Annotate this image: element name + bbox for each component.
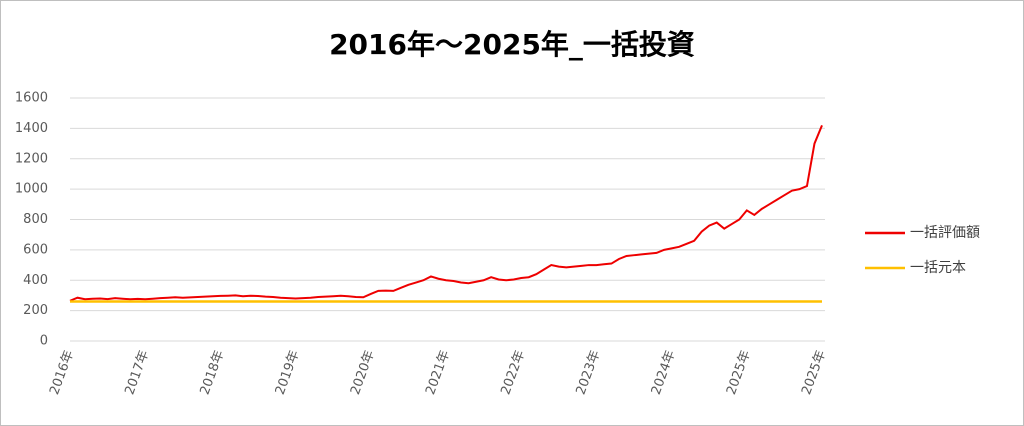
- y-tick-label: 1600: [15, 91, 48, 106]
- y-tick-label: 400: [23, 273, 48, 288]
- y-tick-label: 0: [40, 334, 48, 349]
- legend-label: 一括評価額: [910, 225, 980, 241]
- data-line: [69, 124, 823, 302]
- y-tick-label: 200: [23, 303, 48, 318]
- y-tick-label: 1200: [15, 151, 48, 166]
- legend-label: 一括元本: [910, 260, 966, 276]
- y-tick-label: 600: [23, 242, 48, 257]
- chart-title: 2016年～2025年_一括投資: [329, 28, 695, 61]
- y-tick-label: 800: [23, 212, 48, 227]
- y-tick-label: 1400: [15, 121, 48, 136]
- y-tick-label: 1000: [15, 182, 48, 197]
